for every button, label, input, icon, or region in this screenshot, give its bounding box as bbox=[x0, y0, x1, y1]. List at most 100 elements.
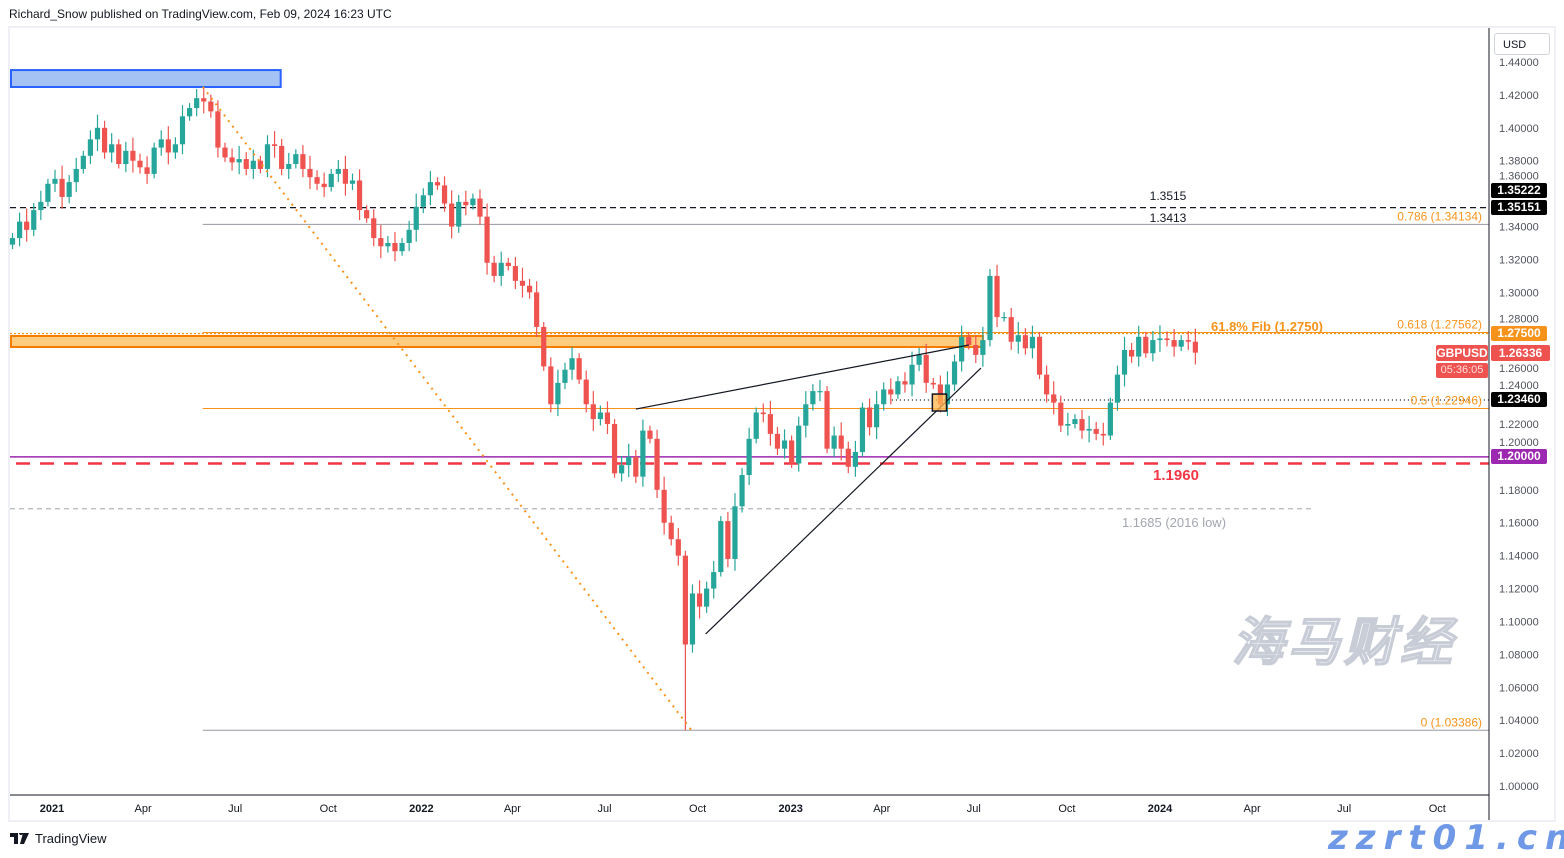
time-axis[interactable]: 2021 Apr Jul Oct 2022 Apr Jul Oct 2023 Apr Jul Oct 2… bbox=[40, 803, 1446, 815]
candle-body bbox=[356, 180, 363, 211]
price-tick: 1.36000 bbox=[1499, 171, 1539, 183]
candle bbox=[526, 278, 533, 299]
time-tick: Oct bbox=[320, 803, 337, 815]
candle bbox=[576, 353, 582, 385]
candle-body bbox=[1001, 317, 1007, 319]
candle-body bbox=[576, 358, 582, 380]
candle-body bbox=[611, 424, 618, 474]
candle-body bbox=[696, 593, 703, 607]
candle bbox=[1157, 325, 1163, 352]
candle-body bbox=[378, 238, 384, 247]
candle-body bbox=[640, 430, 646, 477]
candle bbox=[661, 476, 667, 535]
candle-body bbox=[781, 440, 788, 449]
candle-body bbox=[845, 448, 851, 467]
candle bbox=[1072, 414, 1078, 429]
candle-body bbox=[767, 414, 773, 434]
candle bbox=[534, 281, 540, 337]
candle-body bbox=[24, 221, 30, 230]
candle-body bbox=[477, 198, 483, 217]
candle bbox=[682, 550, 688, 731]
tradingview-logo[interactable]: TradingView bbox=[10, 831, 107, 846]
candle-body bbox=[881, 389, 887, 405]
price-tick: 1.30000 bbox=[1499, 287, 1539, 299]
candle bbox=[109, 133, 115, 163]
retest-box bbox=[931, 393, 948, 412]
candle-body bbox=[236, 159, 242, 163]
candle bbox=[505, 257, 511, 271]
candle-body bbox=[966, 336, 972, 346]
candle bbox=[427, 171, 433, 206]
candle bbox=[909, 351, 915, 397]
candle bbox=[279, 138, 285, 176]
candle-body bbox=[257, 160, 264, 169]
candle-body bbox=[66, 182, 72, 197]
candle bbox=[1086, 415, 1092, 443]
time-tick: Apr bbox=[1244, 803, 1261, 815]
candle-body bbox=[626, 456, 632, 466]
candle bbox=[271, 131, 278, 158]
candle-body bbox=[895, 381, 901, 395]
candle bbox=[45, 178, 51, 207]
level-11685-label: 1.1685 (2016 low) bbox=[1122, 515, 1226, 530]
candle-body bbox=[526, 285, 533, 293]
candle-body bbox=[484, 216, 490, 263]
candle bbox=[484, 203, 490, 275]
price-tick: 1.16000 bbox=[1499, 518, 1539, 530]
candle bbox=[94, 114, 101, 152]
price-tick: 1.32000 bbox=[1499, 254, 1539, 266]
candle bbox=[810, 384, 816, 411]
candle-body bbox=[604, 412, 611, 425]
currency-button[interactable]: USD bbox=[1494, 33, 1550, 55]
candle-body bbox=[647, 430, 653, 439]
candle bbox=[746, 427, 752, 486]
candle bbox=[944, 371, 951, 417]
candle-body bbox=[491, 262, 497, 276]
candle-body bbox=[789, 440, 795, 464]
candle-body bbox=[590, 404, 596, 420]
candle bbox=[951, 354, 958, 391]
candle-body bbox=[1150, 340, 1156, 354]
candle bbox=[1136, 325, 1142, 367]
candle bbox=[456, 194, 462, 233]
candle-body bbox=[286, 164, 292, 169]
candle bbox=[966, 331, 972, 350]
candle-body bbox=[1136, 336, 1142, 357]
candle-body bbox=[1143, 336, 1149, 354]
candle-body bbox=[456, 201, 462, 227]
candle-body bbox=[980, 340, 986, 355]
candle-body bbox=[1093, 428, 1099, 434]
candle-body bbox=[1008, 317, 1014, 342]
candle-body bbox=[194, 98, 200, 109]
candle bbox=[364, 205, 370, 223]
candle bbox=[463, 190, 469, 216]
candle-body bbox=[519, 280, 526, 286]
candle bbox=[194, 89, 200, 117]
candle bbox=[916, 347, 922, 372]
candle bbox=[1164, 331, 1170, 347]
candle bbox=[434, 177, 441, 190]
price-tick: 1.26000 bbox=[1499, 363, 1539, 375]
candle bbox=[725, 512, 731, 568]
candle-body bbox=[1058, 402, 1064, 426]
candle bbox=[307, 155, 313, 190]
candle-body bbox=[271, 144, 278, 146]
price-badge: 1.35222 bbox=[1491, 183, 1547, 198]
candle bbox=[994, 264, 1000, 328]
candle bbox=[774, 426, 781, 455]
candle-body bbox=[328, 173, 334, 188]
candle bbox=[123, 141, 129, 173]
candle-body bbox=[229, 157, 235, 163]
price-axis[interactable]: 1.44000 1.42000 1.40000 1.38000 1.36000 1.340… bbox=[1499, 57, 1539, 793]
time-tick: Jul bbox=[228, 803, 242, 815]
candle bbox=[243, 152, 249, 176]
candle-body bbox=[760, 412, 766, 415]
candle bbox=[179, 105, 186, 155]
candle-body bbox=[732, 506, 738, 559]
candle-body bbox=[888, 389, 894, 395]
candle-body bbox=[739, 475, 745, 507]
candle bbox=[286, 152, 292, 179]
candle bbox=[215, 100, 221, 158]
candle bbox=[378, 224, 384, 259]
